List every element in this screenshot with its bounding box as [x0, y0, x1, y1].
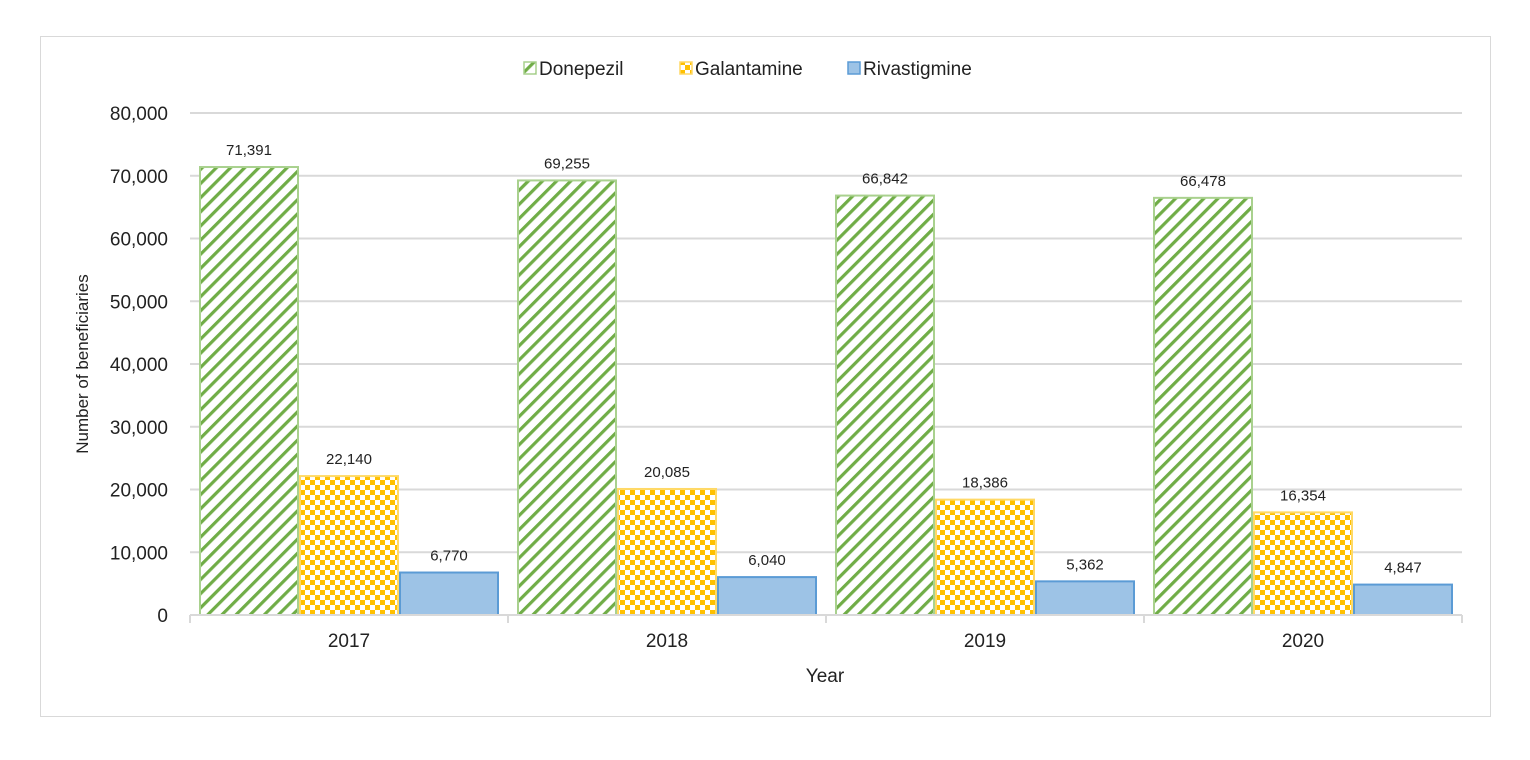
legend-swatch-rivastigmine	[847, 61, 861, 75]
bar-galantamine-2020	[1253, 511, 1353, 617]
data-label: 71,391	[226, 142, 272, 159]
y-tick-label: 30,000	[110, 418, 168, 439]
x-tick-label: 2017	[328, 631, 370, 652]
data-label: 4,847	[1384, 560, 1422, 577]
y-tick-label: 80,000	[110, 104, 168, 125]
legend-label-donepezil: Donepezil	[539, 59, 624, 80]
legend-label-galantamine: Galantamine	[695, 59, 803, 80]
y-tick-label: 40,000	[110, 355, 168, 376]
data-label: 6,040	[748, 552, 786, 569]
data-label: 22,140	[326, 451, 372, 468]
y-tick-label: 0	[157, 606, 168, 627]
x-axis-title: Year	[806, 666, 845, 687]
y-tick-label: 20,000	[110, 481, 168, 502]
legend-swatch-galantamine	[679, 61, 693, 75]
bar-rivastigmine-2019	[1035, 580, 1135, 617]
x-tick-label: 2018	[646, 631, 688, 652]
x-tick-label: 2019	[964, 631, 1006, 652]
bar-rivastigmine-2018	[717, 576, 817, 616]
y-tick-label: 70,000	[110, 167, 168, 188]
y-tick-label: 10,000	[110, 543, 168, 564]
bar-donepezil-2018	[517, 179, 617, 617]
data-label: 66,842	[862, 171, 908, 188]
y-axis-title: Number of beneficiaries	[73, 274, 92, 454]
x-tick-label: 2020	[1282, 631, 1324, 652]
bar-rivastigmine-2020	[1353, 583, 1453, 617]
data-label: 5,362	[1066, 556, 1104, 573]
bar-donepezil-2019	[835, 194, 935, 617]
bar-galantamine-2017	[299, 475, 399, 616]
data-label: 16,354	[1280, 487, 1326, 504]
y-tick-label: 50,000	[110, 292, 168, 313]
bars: 71,391 22,140 6,770 69,255 20,085 6,040 66,842…	[199, 142, 1453, 617]
data-label: 20,085	[644, 464, 690, 481]
bar-donepezil-2017	[199, 166, 299, 616]
data-label: 69,255	[544, 155, 590, 172]
bar-galantamine-2019	[935, 498, 1035, 616]
bar-rivastigmine-2017	[399, 571, 499, 616]
axes: 0 10,000 20,000 30,000 40,000 50,000 60,000 70,…	[110, 104, 1463, 652]
legend-swatch-donepezil	[523, 61, 537, 75]
bar-galantamine-2018	[617, 487, 717, 616]
bar-donepezil-2020	[1153, 196, 1253, 616]
legend: Donepezil Galantamine Rivastigmine	[523, 59, 972, 80]
data-label: 66,478	[1180, 173, 1226, 190]
y-tick-label: 60,000	[110, 230, 168, 251]
data-label: 6,770	[430, 548, 468, 565]
legend-label-rivastigmine: Rivastigmine	[863, 59, 972, 80]
data-label: 18,386	[962, 475, 1008, 492]
